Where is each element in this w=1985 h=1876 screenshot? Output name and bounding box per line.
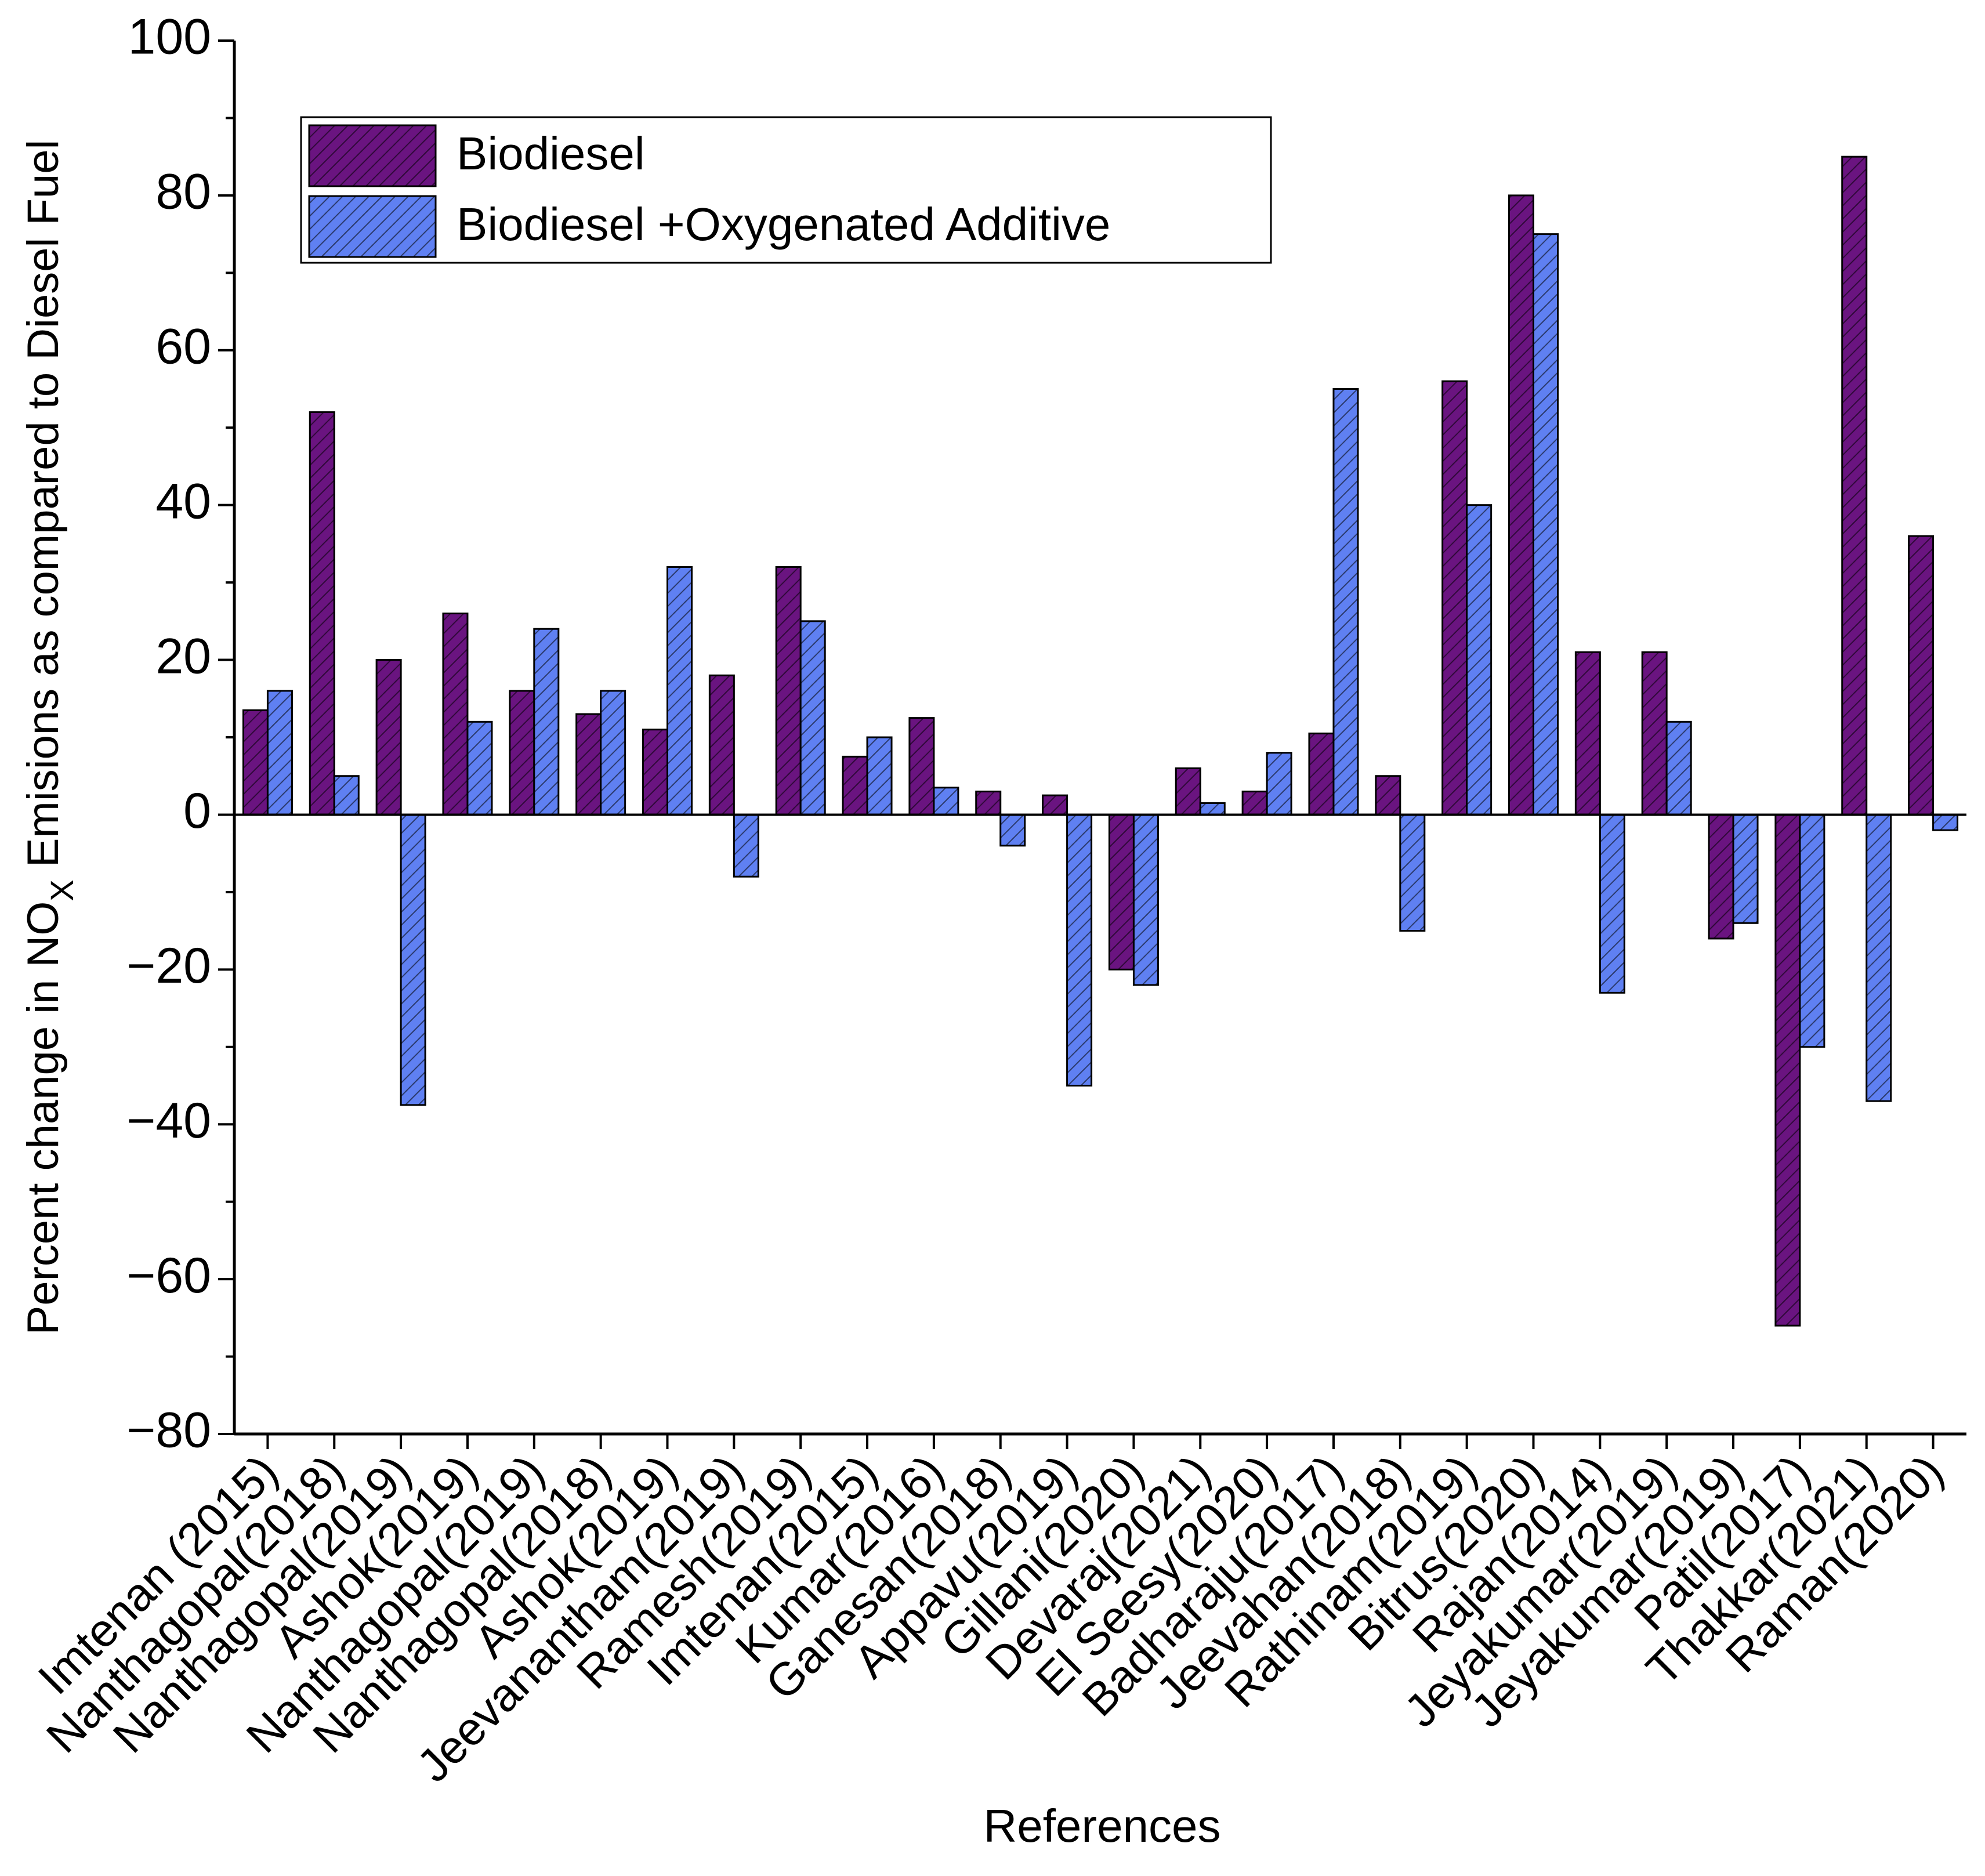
bar bbox=[442, 612, 469, 816]
y-axis-title: Percent change in NOX Emisions as compar… bbox=[19, 140, 80, 1335]
bar bbox=[1908, 535, 1935, 816]
bar bbox=[1641, 651, 1668, 816]
bar bbox=[866, 736, 893, 816]
bar bbox=[1799, 813, 1825, 1048]
bar bbox=[466, 720, 493, 816]
bar bbox=[799, 620, 826, 816]
y-tick-label: 40 bbox=[155, 473, 211, 529]
bar bbox=[1508, 194, 1534, 816]
bar bbox=[509, 690, 535, 816]
y-tick-label: 60 bbox=[155, 318, 211, 374]
legend-label: Biodiesel +Oxygenated Additive bbox=[457, 198, 1110, 250]
y-axis-title-subscript: X bbox=[44, 879, 80, 901]
bar bbox=[1108, 813, 1135, 970]
bar bbox=[1665, 720, 1692, 816]
bar bbox=[667, 566, 693, 816]
bar bbox=[533, 628, 560, 816]
y-axis-title-part: Percent change in NO bbox=[19, 901, 68, 1335]
bar bbox=[908, 717, 935, 816]
bar bbox=[1308, 732, 1335, 816]
bar bbox=[1533, 233, 1559, 816]
bar bbox=[1732, 813, 1759, 924]
bar bbox=[333, 775, 360, 816]
y-tick-label: −40 bbox=[126, 1093, 211, 1149]
bar bbox=[642, 729, 668, 816]
y-tick-label: −80 bbox=[126, 1403, 211, 1458]
bar bbox=[309, 411, 335, 816]
bar bbox=[1066, 813, 1093, 1087]
bar bbox=[733, 813, 759, 878]
y-tick-label: 80 bbox=[155, 164, 211, 220]
bar bbox=[1599, 813, 1625, 994]
legend-label: Biodiesel bbox=[457, 128, 645, 179]
bar bbox=[1774, 813, 1801, 1327]
bar bbox=[775, 566, 802, 816]
bar bbox=[1199, 802, 1226, 816]
y-tick-label: 20 bbox=[155, 628, 211, 684]
bar bbox=[1574, 651, 1601, 816]
bar bbox=[1708, 813, 1734, 940]
x-axis-title: References bbox=[983, 1800, 1220, 1852]
y-tick-label: 100 bbox=[128, 9, 212, 65]
bar bbox=[1332, 388, 1359, 816]
y-axis-title-part: Emisions as compared to Diesel Fuel bbox=[19, 140, 68, 880]
bar bbox=[975, 790, 1002, 816]
bar bbox=[242, 709, 269, 816]
bar bbox=[842, 755, 868, 816]
bar bbox=[1399, 813, 1426, 932]
bar bbox=[1375, 775, 1401, 816]
bar bbox=[1042, 794, 1068, 816]
bar bbox=[1266, 752, 1292, 816]
bar bbox=[600, 690, 626, 816]
bar bbox=[575, 713, 602, 816]
legend-swatch bbox=[308, 195, 437, 258]
y-tick-label: −20 bbox=[126, 938, 211, 994]
bar bbox=[1175, 767, 1201, 816]
bar bbox=[933, 787, 959, 816]
bar bbox=[1466, 504, 1493, 816]
y-tick-label: −60 bbox=[126, 1248, 211, 1303]
legend-swatch bbox=[308, 124, 437, 187]
bar bbox=[999, 813, 1026, 847]
bar bbox=[1932, 813, 1959, 831]
bar bbox=[708, 674, 735, 816]
bar bbox=[1866, 813, 1892, 1102]
bar bbox=[1441, 380, 1468, 816]
y-tick-label: 0 bbox=[183, 783, 211, 839]
bar bbox=[1241, 790, 1268, 816]
legend-box bbox=[300, 116, 1272, 264]
bar bbox=[400, 813, 426, 1106]
bar bbox=[266, 690, 293, 816]
bar bbox=[1841, 155, 1868, 816]
bar bbox=[1132, 813, 1159, 986]
bar bbox=[375, 659, 402, 816]
